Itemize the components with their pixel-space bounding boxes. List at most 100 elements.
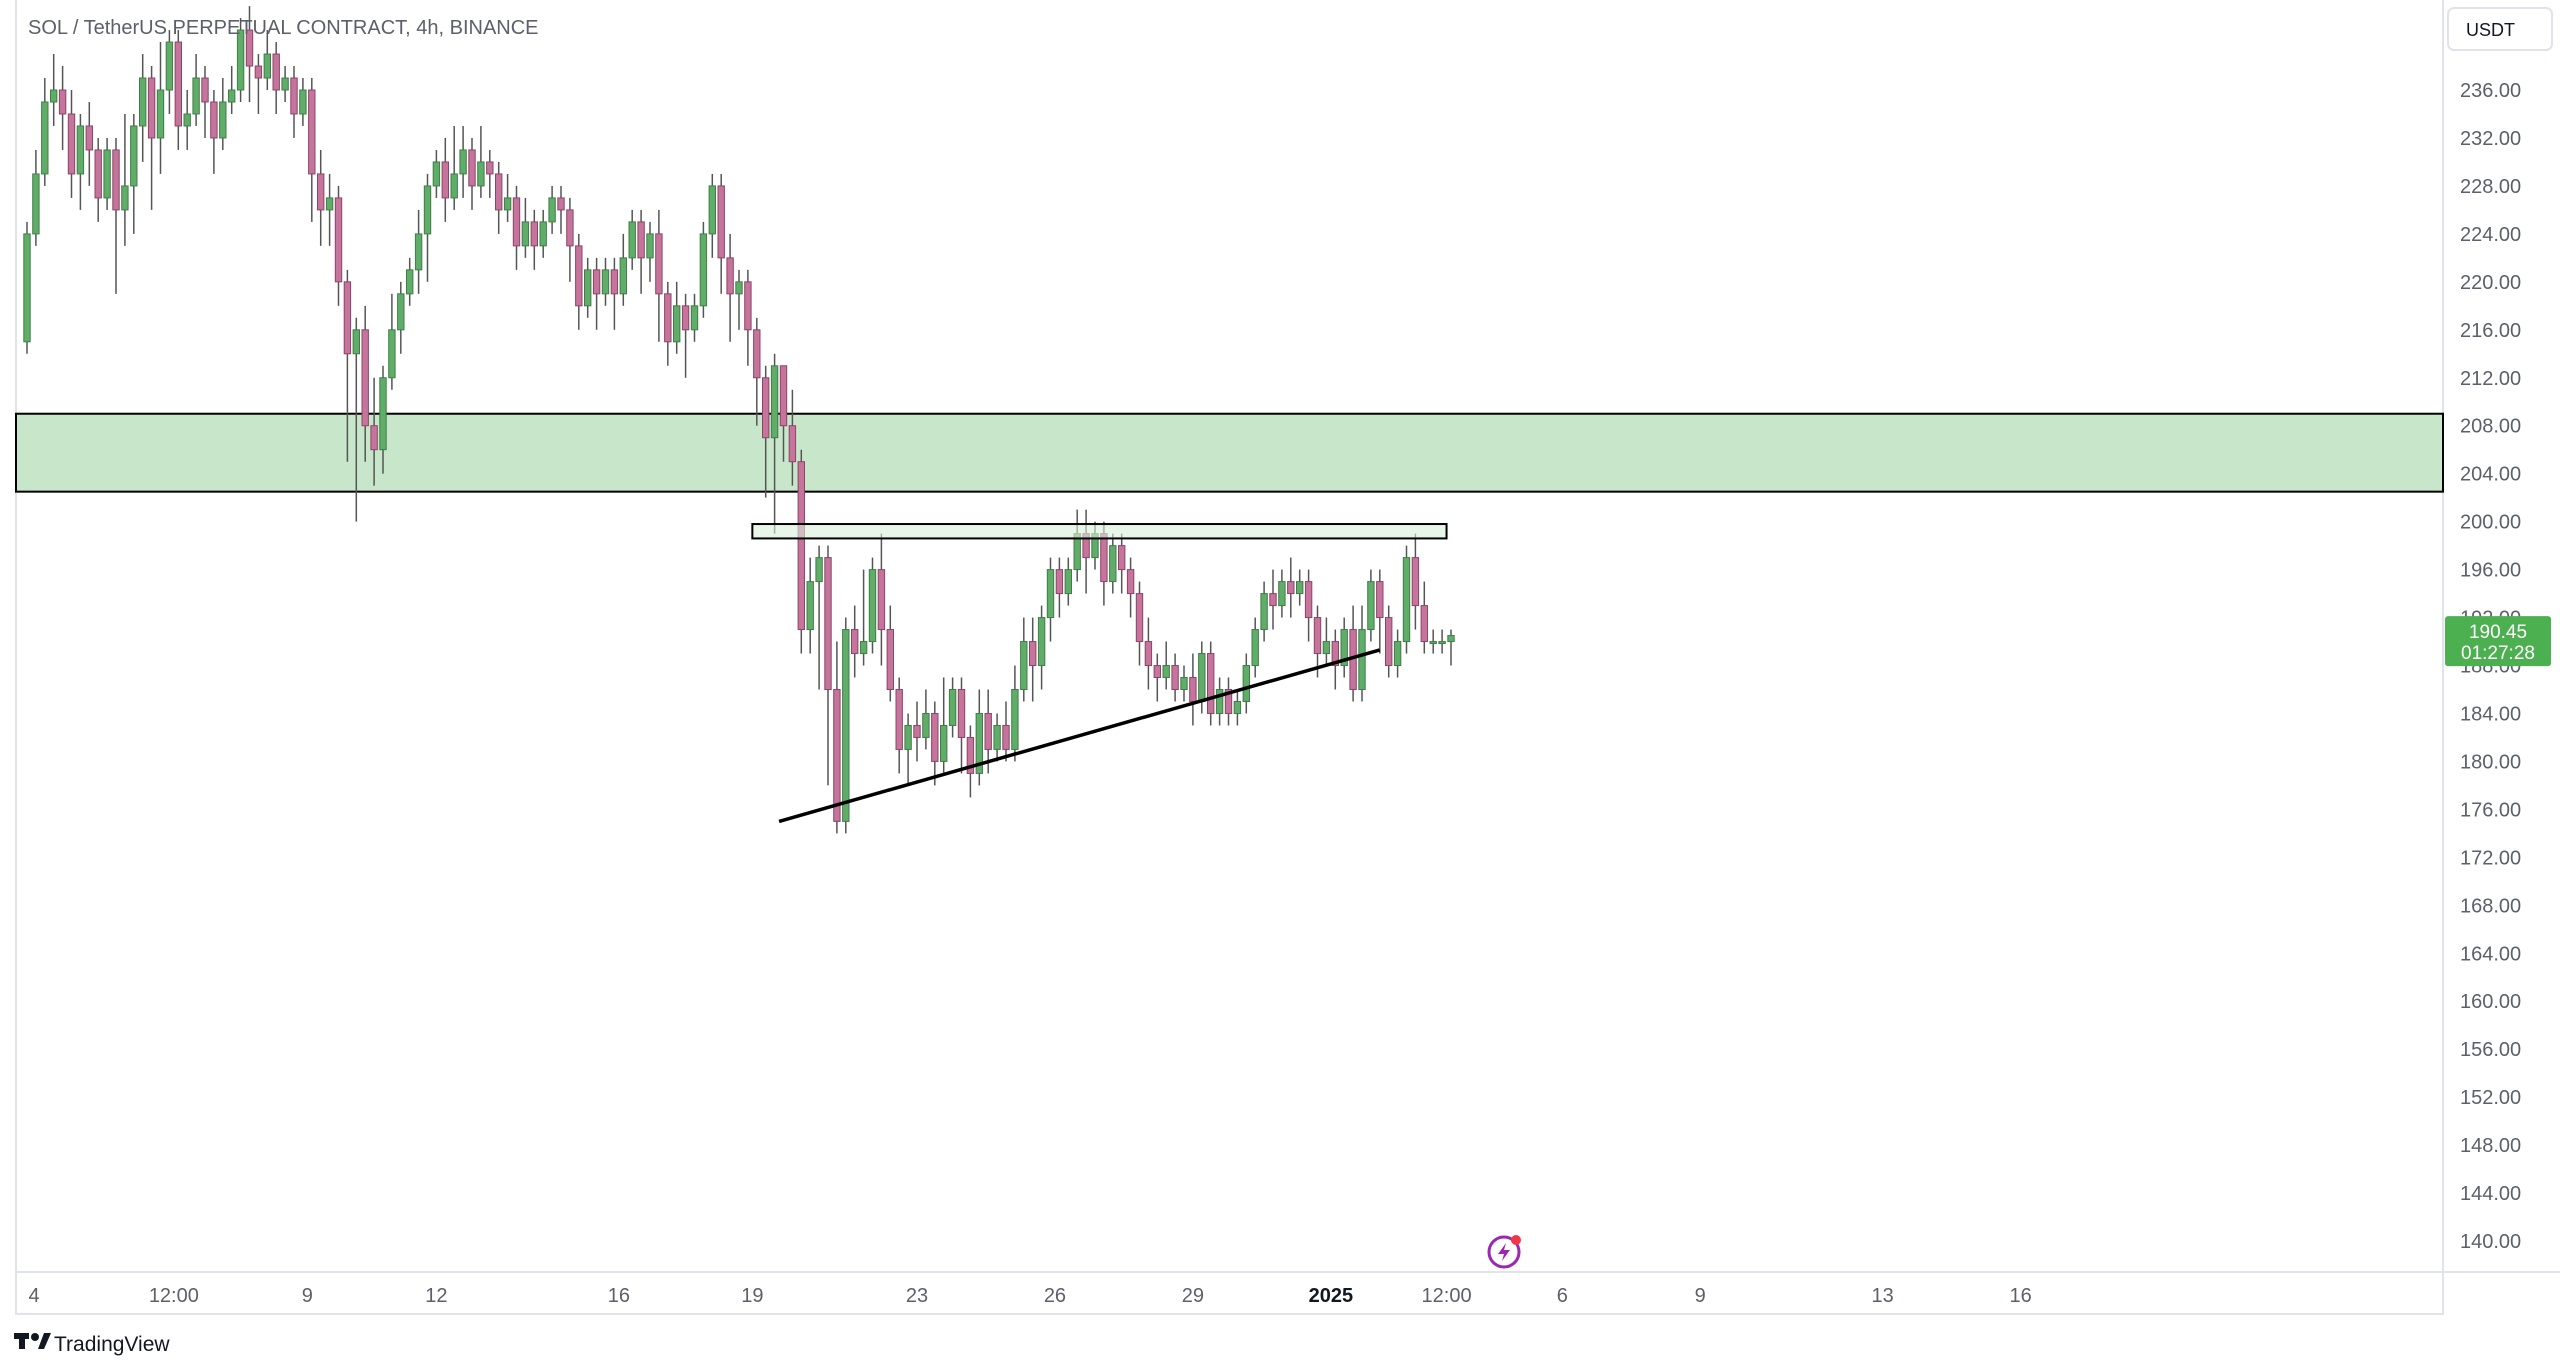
- candle-body: [788, 425, 797, 463]
- candle-body: [112, 149, 120, 211]
- candle: [1109, 533, 1117, 594]
- candle-body: [352, 329, 361, 355]
- currency-button-label[interactable]: USDT: [2466, 20, 2515, 40]
- candle-body: [76, 125, 85, 175]
- candle: [397, 281, 405, 354]
- currency-button[interactable]: USDT: [2447, 7, 2553, 51]
- candle-body: [1207, 653, 1215, 714]
- candle-body: [806, 581, 814, 631]
- candle: [619, 233, 627, 306]
- price-tick-label: 164.00: [2460, 943, 2521, 965]
- candle-body: [708, 185, 716, 235]
- candle-body: [495, 173, 503, 211]
- candle: [726, 233, 734, 342]
- candle-body: [477, 161, 485, 187]
- candle-body: [1135, 593, 1144, 643]
- candle: [1411, 533, 1420, 630]
- candle-body: [610, 269, 619, 295]
- candle: [859, 569, 868, 666]
- candle: [868, 557, 877, 654]
- candle: [842, 617, 850, 834]
- candle: [1260, 581, 1268, 642]
- price-tick-label: 156.00: [2460, 1039, 2521, 1061]
- candle-body: [619, 257, 627, 295]
- candle-body: [1260, 593, 1268, 631]
- candle-body: [290, 77, 298, 115]
- candle-body: [379, 377, 387, 451]
- candle: [1242, 653, 1250, 714]
- candle: [183, 90, 191, 150]
- candle: [459, 125, 467, 198]
- candle-body: [156, 89, 165, 139]
- flat-top-box[interactable]: [751, 523, 1448, 540]
- candle-body: [50, 89, 58, 103]
- time-tick-label: 6: [1557, 1285, 1568, 1307]
- candle-body: [681, 305, 690, 331]
- lightning-icon-bolt[interactable]: [1498, 1243, 1510, 1261]
- candle: [673, 281, 681, 354]
- candle-body: [1402, 557, 1411, 643]
- candle: [521, 197, 530, 258]
- candle-body: [1429, 641, 1437, 645]
- candle: [931, 701, 939, 786]
- candle: [566, 197, 574, 282]
- candle: [1322, 617, 1331, 666]
- candle-body: [423, 185, 432, 235]
- candle-body: [984, 712, 992, 750]
- last-price-countdown: 01:27:28: [2461, 643, 2535, 664]
- currency-button-frame[interactable]: [2447, 7, 2553, 51]
- candle: [1296, 569, 1304, 606]
- time-tick-label: 12: [425, 1285, 447, 1307]
- candle-body: [139, 77, 147, 127]
- candle: [637, 209, 645, 294]
- candle-body: [450, 173, 458, 199]
- candle-body: [512, 197, 521, 247]
- candle-body: [254, 65, 263, 79]
- candle-body: [85, 125, 93, 151]
- candle-body: [1304, 581, 1313, 619]
- candle-body: [913, 724, 921, 738]
- candle: [610, 257, 619, 330]
- candle-body: [548, 197, 556, 223]
- candle-body: [1420, 605, 1428, 643]
- candle-body: [272, 53, 280, 91]
- candle-body: [993, 724, 1001, 750]
- candle: [486, 149, 494, 198]
- candle-body: [744, 281, 752, 331]
- candle-body: [1180, 677, 1188, 691]
- ascending-trendline[interactable]: [778, 648, 1381, 824]
- lightning-bolt-icon[interactable]: [1487, 1235, 1521, 1269]
- candle: [201, 66, 209, 138]
- candle-body: [1447, 635, 1455, 643]
- candle: [1144, 617, 1153, 690]
- candle: [699, 221, 708, 318]
- last-price-value: 190.45: [2469, 622, 2527, 643]
- price-tick-label: 168.00: [2460, 895, 2521, 917]
- time-tick-label: 12:00: [1422, 1285, 1472, 1307]
- candle-body: [1055, 569, 1064, 595]
- tv-logo-slash: [38, 1333, 51, 1349]
- time-tick-label: 16: [2009, 1285, 2031, 1307]
- time-scale-labels: 4 12:00 9 12 16 19 23 26 29 2025 12:00 6 9 13 16: [29, 1285, 2032, 1307]
- candle-body: [1118, 545, 1126, 571]
- candle-body: [1233, 700, 1242, 714]
- resistance-zone[interactable]: [15, 412, 2444, 493]
- candle-body: [877, 569, 886, 631]
- candle-body: [1224, 689, 1233, 714]
- candle: [130, 113, 138, 234]
- candle: [219, 78, 227, 150]
- candle-body: [1037, 617, 1046, 667]
- candle: [806, 557, 814, 654]
- candle-body: [1189, 677, 1197, 702]
- candle-body: [1331, 641, 1339, 667]
- price-tick-label: 184.00: [2460, 703, 2521, 725]
- tradingview-logo[interactable]: [14, 1333, 51, 1349]
- candle-body: [628, 221, 636, 259]
- candle: [361, 305, 369, 462]
- candle-body: [1242, 665, 1250, 702]
- candle-body: [1296, 581, 1304, 595]
- candle-body: [521, 221, 530, 247]
- candle: [254, 54, 263, 114]
